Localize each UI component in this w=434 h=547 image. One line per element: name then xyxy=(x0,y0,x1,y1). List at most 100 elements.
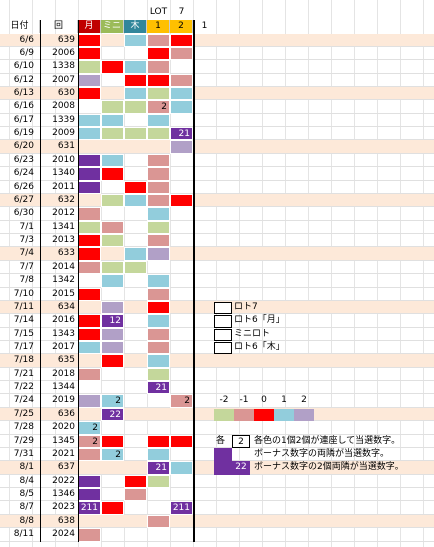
date-cell: 6/20 xyxy=(13,141,34,152)
date-cell: 7/4 xyxy=(19,248,34,259)
row-band xyxy=(0,501,434,515)
date-cell: 8/8 xyxy=(19,515,34,526)
round-cell: 638 xyxy=(57,515,75,526)
color-cell xyxy=(78,367,101,382)
row-band xyxy=(0,234,434,248)
color-cell xyxy=(124,180,147,194)
row-band xyxy=(0,114,434,128)
color-cell xyxy=(170,434,193,448)
color-cell xyxy=(147,354,170,368)
round-cell: 637 xyxy=(57,462,75,473)
row-band xyxy=(0,488,434,502)
legend-label: ロト6「月」 xyxy=(234,315,285,326)
color-cell xyxy=(124,247,147,261)
date-cell: 8/4 xyxy=(19,475,34,486)
row-band xyxy=(0,86,434,101)
color-cell xyxy=(101,127,124,141)
date-cell: 7/22 xyxy=(13,382,34,393)
column-header: 回 xyxy=(40,20,78,33)
color-cell xyxy=(147,33,170,47)
separator xyxy=(193,20,195,542)
color-cell xyxy=(78,180,101,194)
row-band xyxy=(0,435,434,448)
note-text: ボーナス数字の2個両隣が当選数字。 xyxy=(254,462,404,473)
color-cell: 21 xyxy=(147,381,170,395)
color-cell: 22 xyxy=(101,407,124,422)
color-cell xyxy=(147,86,170,101)
round-cell: 1340 xyxy=(52,168,75,179)
color-cell xyxy=(101,300,124,315)
date-cell: 7/31 xyxy=(13,448,34,459)
round-cell: 2019 xyxy=(52,395,75,406)
color-cell: 2 xyxy=(78,434,101,448)
color-cell xyxy=(147,220,170,235)
color-cell xyxy=(78,341,101,355)
row-band xyxy=(0,33,434,47)
date-cell: 6/6 xyxy=(19,34,34,45)
color-cell xyxy=(101,260,124,275)
color-cell xyxy=(147,73,170,87)
date-cell: 6/26 xyxy=(13,181,34,192)
legend-box xyxy=(214,301,232,315)
color-cell xyxy=(124,474,147,489)
row-band xyxy=(0,127,434,141)
round-cell: 2018 xyxy=(52,368,75,379)
date-cell: 6/16 xyxy=(13,101,34,112)
date-cell: 6/9 xyxy=(19,47,34,58)
color-cell xyxy=(147,113,170,128)
date-cell: 7/3 xyxy=(19,235,34,246)
row-band xyxy=(0,140,434,154)
date-cell: 8/11 xyxy=(13,529,34,540)
scale-swatch xyxy=(254,408,274,422)
date-cell: 7/17 xyxy=(13,342,34,352)
round-cell: 633 xyxy=(57,248,75,259)
legend-box xyxy=(214,315,232,328)
date-cell: 6/19 xyxy=(13,128,34,139)
row-band xyxy=(0,475,434,489)
color-cell xyxy=(78,167,101,181)
separator xyxy=(78,20,79,542)
scale-swatch xyxy=(294,408,314,422)
row-band xyxy=(0,181,434,194)
column-header: ミニ xyxy=(101,20,124,33)
color-cell xyxy=(78,207,101,221)
color-cell xyxy=(147,434,170,448)
color-cell xyxy=(170,100,193,114)
color-cell xyxy=(147,314,170,328)
round-cell: 1341 xyxy=(52,221,75,232)
round-cell: 1346 xyxy=(52,489,75,500)
color-cell xyxy=(78,260,101,275)
date-cell: 6/12 xyxy=(13,74,34,85)
legend-box xyxy=(214,328,232,341)
color-cell: 21 xyxy=(147,461,170,475)
round-cell: 2017 xyxy=(52,342,75,352)
round-cell: 2021 xyxy=(52,448,75,459)
scale-swatch xyxy=(274,408,294,422)
color-cell xyxy=(147,167,170,181)
column-header: 1 xyxy=(201,21,208,31)
row-band xyxy=(0,514,434,529)
row-band xyxy=(0,274,434,288)
color-cell xyxy=(78,113,101,128)
row-band xyxy=(0,74,434,87)
color-cell xyxy=(147,127,170,141)
row-band xyxy=(0,247,434,261)
round-cell: 2006 xyxy=(52,47,75,58)
scale-label: 1 xyxy=(281,395,287,406)
date-cell: 6/24 xyxy=(13,168,34,179)
round-cell: 636 xyxy=(57,408,75,419)
color-cell xyxy=(147,180,170,194)
date-cell: 7/21 xyxy=(13,368,34,379)
color-cell: 2 xyxy=(101,394,124,408)
color-cell: 12 xyxy=(101,314,124,328)
date-cell: 7/25 xyxy=(13,408,34,419)
date-cell: 7/29 xyxy=(13,435,34,446)
date-cell: 7/14 xyxy=(13,315,34,326)
round-cell: 1338 xyxy=(52,61,75,72)
color-cell xyxy=(170,86,193,101)
color-cell xyxy=(147,207,170,221)
note-text: 各色の1個2個が連座して当選数字。 xyxy=(254,435,401,446)
color-cell xyxy=(101,354,124,368)
round-cell: 631 xyxy=(57,141,75,152)
